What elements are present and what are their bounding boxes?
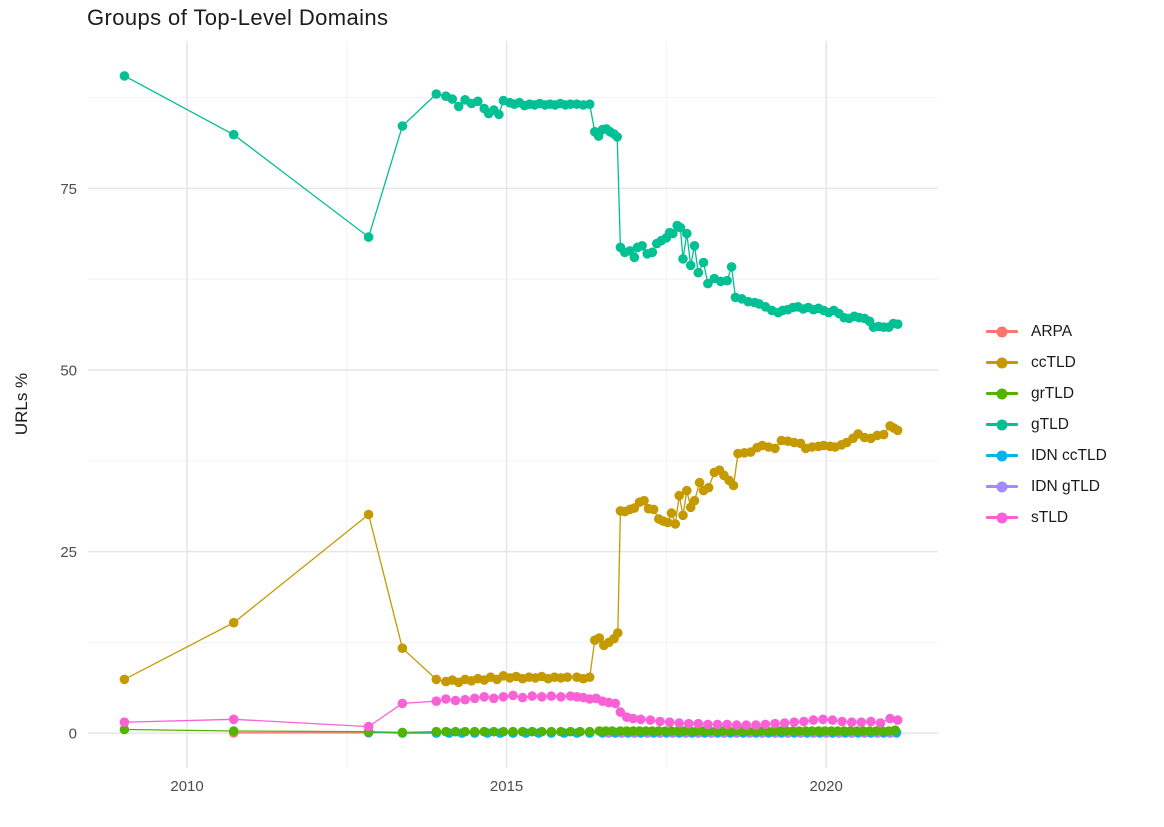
legend-key-icon: [986, 511, 1018, 525]
legend-label: ARPA: [1031, 322, 1073, 340]
series-line-gTLD: [124, 75, 898, 328]
series-line-ccTLD: [124, 425, 899, 683]
legend-label: sTLD: [1031, 508, 1069, 526]
x-tick-label: 2020: [809, 778, 842, 795]
x-tick-label: 2010: [170, 778, 203, 795]
x-tick-label: 2015: [490, 778, 523, 795]
y-tick-label: 0: [69, 726, 77, 743]
series-points-grTLD: [119, 724, 900, 738]
legend-item-stld: sTLD: [986, 502, 1107, 533]
legend-item-grtld: grTLD: [986, 378, 1107, 409]
legend-key-icon: [986, 449, 1018, 463]
legend-key-icon: [986, 480, 1018, 494]
legend-label: ccTLD: [1031, 353, 1076, 371]
legend: ARPA ccTLD grTLD gTLD IDN ccTLD IDN gTLD…: [986, 316, 1107, 533]
legend-item-cctld: ccTLD: [986, 347, 1107, 378]
legend-label: grTLD: [1031, 384, 1075, 402]
y-tick-label: 50: [60, 363, 77, 380]
legend-label: IDN gTLD: [1031, 477, 1100, 495]
legend-item-idn-gtld: IDN gTLD: [986, 471, 1107, 502]
y-tick-label: 75: [60, 181, 77, 198]
legend-item-idn-cctld: IDN ccTLD: [986, 440, 1107, 471]
legend-key-icon: [986, 418, 1018, 432]
series-points-ccTLD: [119, 421, 903, 688]
legend-label: IDN ccTLD: [1031, 446, 1107, 464]
legend-key-icon: [986, 325, 1018, 339]
gridlines-minor: [88, 41, 938, 768]
chart-title: Groups of Top-Level Domains: [87, 5, 389, 30]
legend-item-arpa: ARPA: [986, 316, 1107, 347]
legend-label: gTLD: [1031, 415, 1069, 433]
legend-key-icon: [986, 356, 1018, 370]
gridlines-major: [88, 41, 938, 768]
series-points-sTLD: [119, 690, 903, 732]
series-points-gTLD: [119, 71, 903, 333]
legend-item-gtld: gTLD: [986, 409, 1107, 440]
y-tick-label: 25: [60, 544, 77, 561]
legend-key-icon: [986, 387, 1018, 401]
axis-tick-labels: 0 25 50 75 2010 2015 2020: [60, 181, 843, 795]
